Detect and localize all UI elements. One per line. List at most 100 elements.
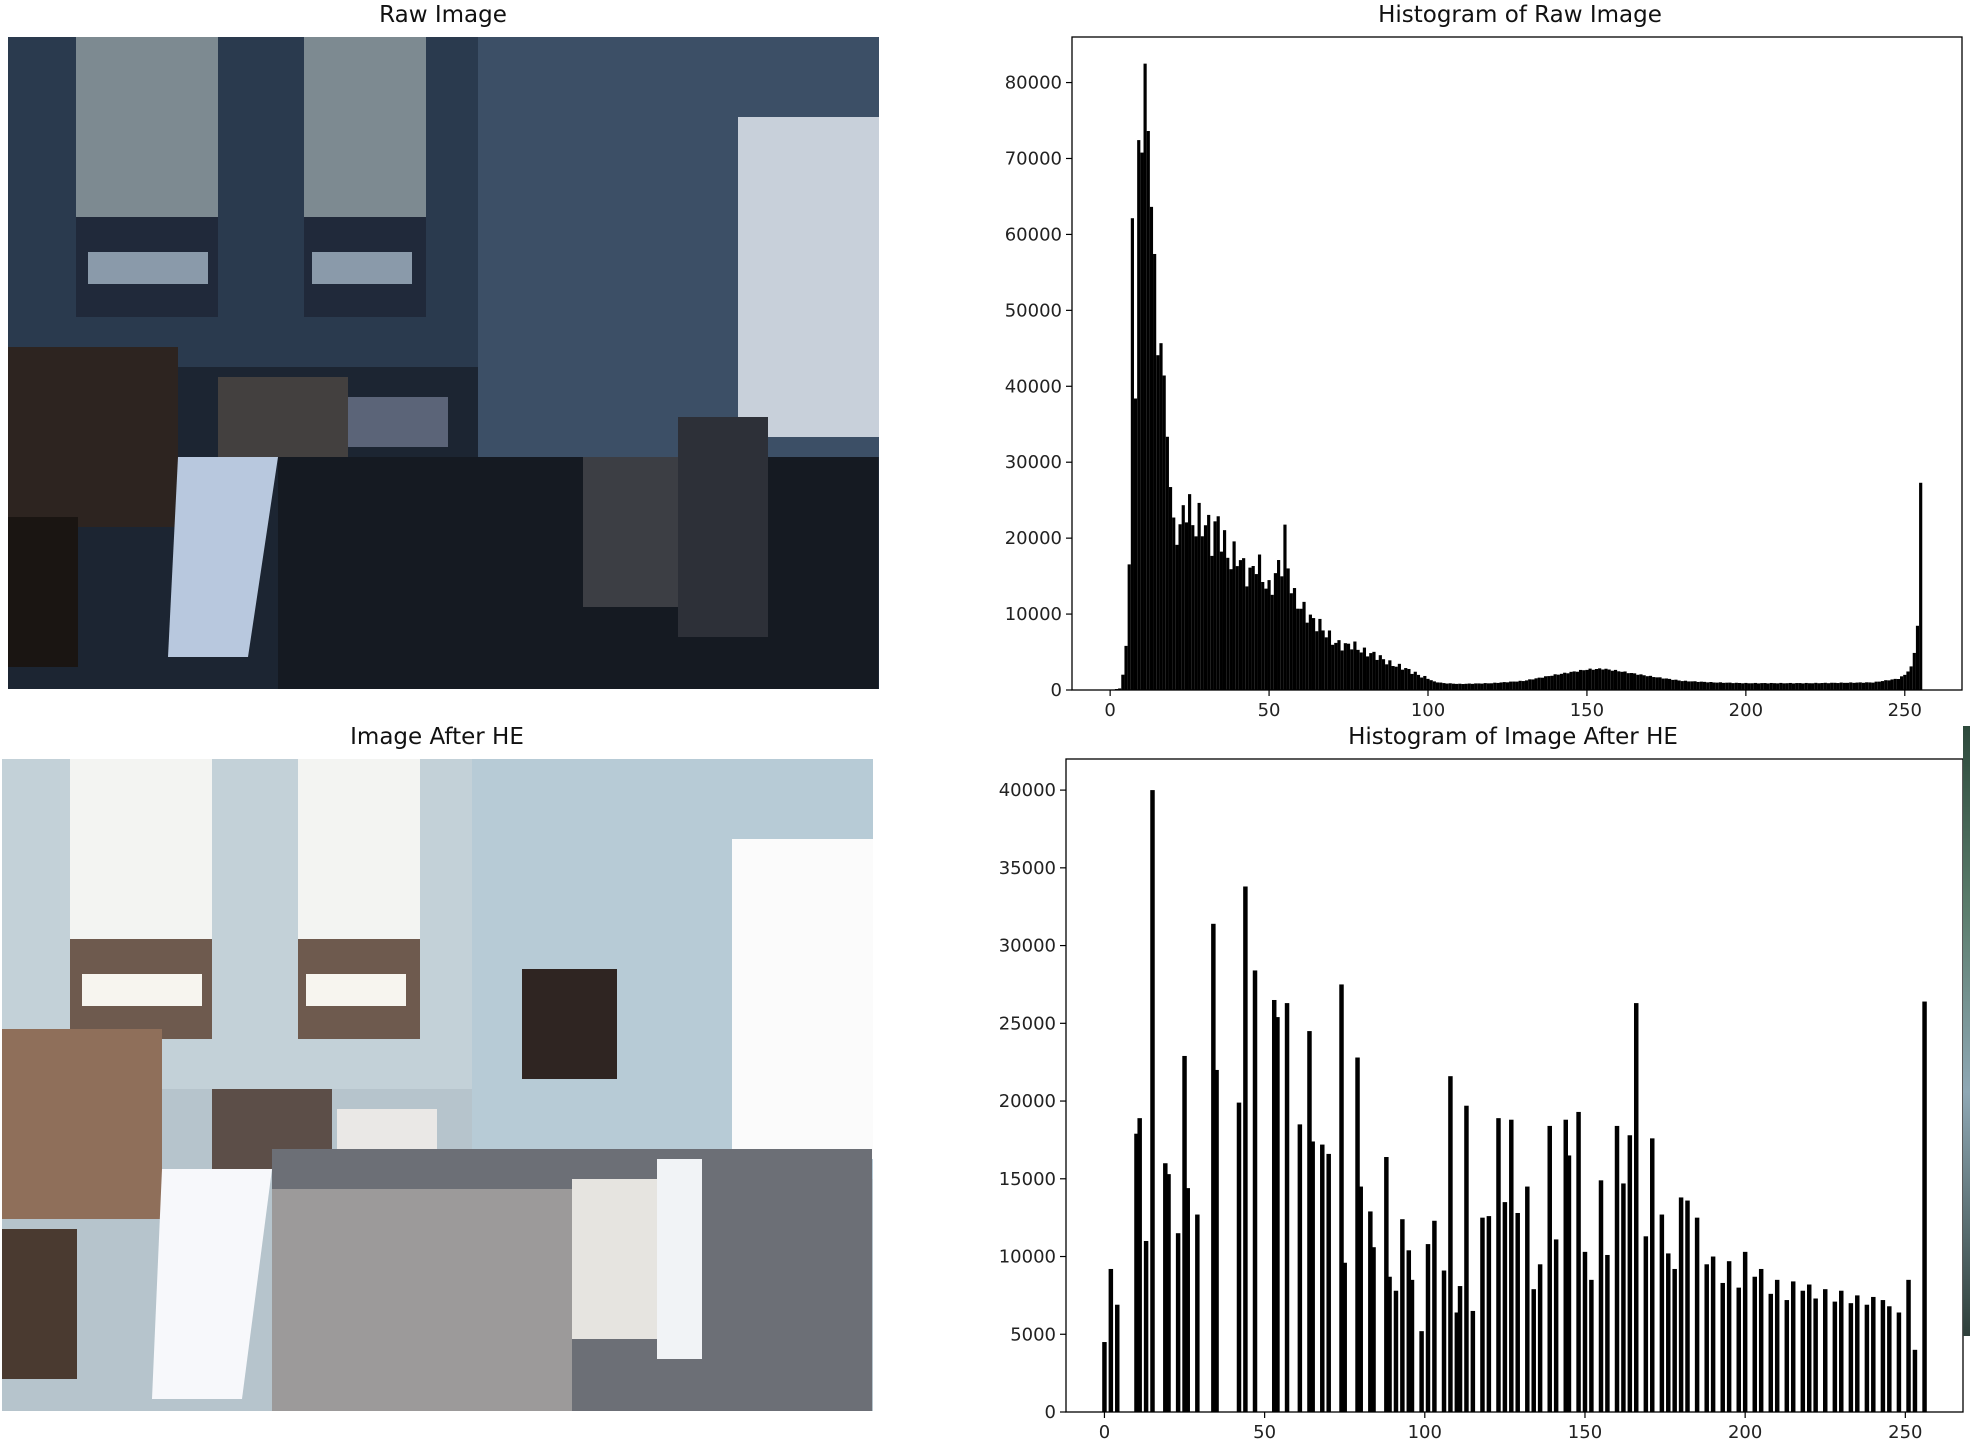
histogram-bar (1795, 683, 1799, 690)
x-tick-label: 200 (1729, 700, 1763, 721)
histogram-bar (1540, 677, 1545, 690)
histogram-bar (1699, 681, 1703, 690)
histogram-bar (1184, 522, 1189, 690)
histogram-bar (1712, 682, 1716, 690)
histogram-bar (1153, 253, 1157, 690)
histogram-bar (1704, 1264, 1709, 1412)
histogram-bar (1601, 669, 1605, 690)
histogram-bar (1720, 1282, 1725, 1412)
histogram-bar (1426, 678, 1430, 690)
histogram-bar (1702, 681, 1707, 690)
histogram-bar (1547, 676, 1551, 690)
histogram-bar (1639, 674, 1643, 690)
histogram-bar (1678, 1197, 1684, 1412)
histogram-bar (1774, 1279, 1780, 1412)
histogram-bar (1605, 1254, 1610, 1412)
histogram-bar (1650, 1138, 1655, 1412)
histogram-bar (1515, 681, 1519, 690)
y-tick-label: 10000 (999, 1247, 1056, 1268)
histogram-bar (1753, 682, 1757, 690)
histogram-bar (1709, 681, 1713, 690)
histogram-bar (1750, 683, 1754, 690)
histogram-bar (1194, 536, 1198, 690)
histogram-bar (1823, 682, 1827, 690)
plot-frame (1071, 36, 1963, 691)
histogram-bar (1387, 1276, 1392, 1412)
histogram-bar (1912, 1349, 1918, 1412)
histogram-bar (1728, 682, 1732, 690)
raw-room-photo (8, 37, 879, 689)
histogram-bar (1375, 659, 1379, 690)
histogram-bar (1598, 668, 1602, 690)
histogram-bar (1680, 681, 1684, 690)
histogram-bar (1457, 1286, 1463, 1412)
y-tick-label: 25000 (999, 1013, 1056, 1034)
histogram-bar (1909, 666, 1913, 690)
histogram-bar (1439, 682, 1443, 690)
histogram-bar (1760, 683, 1764, 690)
histogram-bar (1868, 682, 1872, 690)
histogram-bar (1784, 1300, 1790, 1412)
histogram-bar (1324, 637, 1328, 690)
histogram-bar (1687, 681, 1691, 690)
histogram-bar (1483, 683, 1487, 690)
histogram-bar (1397, 663, 1401, 690)
histogram-bar (1858, 682, 1862, 690)
histogram-bar (1366, 656, 1370, 690)
histogram-bar (1455, 683, 1459, 690)
histogram-bar (1874, 681, 1878, 690)
histogram-bar (1350, 649, 1354, 690)
histogram-bar (1658, 677, 1662, 690)
histogram-bar (1849, 682, 1853, 690)
histogram-bar (1146, 131, 1150, 690)
histogram-bar (1726, 1261, 1732, 1412)
histogram-bar (1385, 664, 1389, 690)
histogram-bar (1588, 668, 1592, 690)
histogram-bar (1645, 676, 1649, 690)
histogram-bar (1163, 1163, 1168, 1412)
histogram-bar (1181, 505, 1185, 690)
histogram-bar (1486, 1216, 1492, 1412)
x-tick-label: 150 (1568, 1422, 1602, 1443)
histogram-bar (1252, 970, 1258, 1412)
y-tick-label: 30000 (1005, 452, 1062, 473)
histogram-bar (1672, 1268, 1677, 1412)
histogram-bar (1326, 1153, 1331, 1412)
histogram-bar (1381, 659, 1386, 690)
histogram-bar (1582, 1251, 1588, 1412)
histogram-bar (1627, 1135, 1633, 1412)
histogram-bar (1833, 682, 1837, 690)
histogram-bar (1791, 683, 1796, 690)
histogram-bar (1614, 1125, 1620, 1412)
histogram-bar (1509, 1119, 1514, 1412)
histogram-bar (1763, 683, 1767, 690)
histogram-bar (1814, 682, 1818, 690)
histogram-bar (1785, 683, 1789, 690)
histogram-bar (1528, 679, 1532, 690)
histogram-bar (1308, 614, 1312, 690)
histogram-bar (1900, 676, 1904, 690)
histogram-bar (1229, 569, 1233, 690)
histogram-bar (1782, 683, 1786, 690)
histogram-bar (1448, 1076, 1453, 1412)
histogram-bar (1877, 681, 1881, 690)
histogram-bar (1674, 679, 1678, 690)
histogram-bar (1556, 674, 1560, 690)
histogram-bar (1659, 1214, 1665, 1412)
histogram-bar (1337, 640, 1341, 690)
y-tick-label: 50000 (1005, 300, 1062, 321)
y-tick-label: 30000 (999, 936, 1056, 957)
plot-frame (1065, 758, 1964, 1413)
histogram-bar (1496, 682, 1500, 690)
histogram-bar (1804, 682, 1808, 690)
histogram-bar (1191, 525, 1195, 690)
histogram-bar (1871, 682, 1875, 690)
histogram-bar (1232, 541, 1236, 690)
histogram-bar (1696, 681, 1700, 690)
histogram-bar (1922, 1001, 1927, 1412)
histogram-bar (1340, 650, 1344, 690)
histogram-bar (1178, 524, 1182, 690)
histogram-bar (1591, 669, 1595, 690)
histogram-bar (1747, 683, 1751, 690)
histogram-bar (1884, 680, 1888, 690)
